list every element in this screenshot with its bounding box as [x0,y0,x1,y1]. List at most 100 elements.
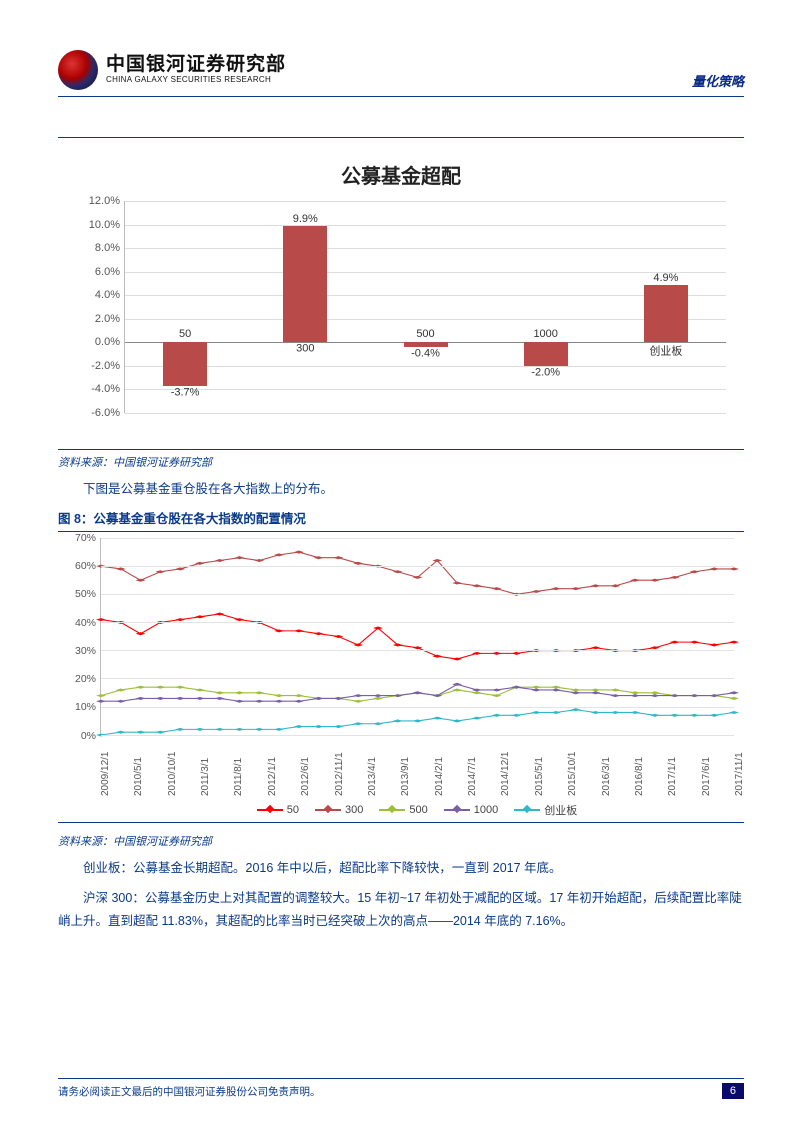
marker [333,725,343,728]
para-csi300: 沪深 300：公募基金历史上对其配置的调整较大。15 年初~17 年初处于减配的… [58,887,744,935]
marker [531,688,541,691]
marker [175,697,185,700]
marker [630,691,640,694]
marker [235,699,245,702]
bar-y-tick: -6.0% [91,407,120,419]
marker [452,719,462,722]
marker [650,714,660,717]
fig8-bottom-rule [58,822,744,823]
bar-y-tick: 2.0% [95,313,120,325]
marker [571,691,581,694]
marker [670,694,680,697]
marker [393,719,403,722]
bar-gridline [125,366,726,367]
bar-y-tick: 12.0% [89,195,120,207]
chart1-title: 公募基金超配 [58,160,744,189]
line-y-axis: 0%10%20%30%40%50%60%70% [62,538,100,736]
bar-gridline [125,248,726,249]
marker [235,728,245,731]
marker [294,725,304,728]
marker [235,691,245,694]
marker [630,694,640,697]
header-category: 量化策略 [692,71,744,90]
bar [404,342,448,347]
marker [195,615,205,618]
marker [709,694,719,697]
marker [353,699,363,702]
bar-y-tick: 6.0% [95,266,120,278]
marker [373,722,383,725]
logo-block: 中国银河证券研究部 CHINA GALAXY SECURITIES RESEAR… [58,50,286,90]
marker [136,632,146,635]
legend-item: 300 [315,802,363,818]
marker [215,728,225,731]
bar-y-tick: 4.0% [95,289,120,301]
marker [195,688,205,691]
bar-y-tick: -4.0% [91,383,120,395]
fig8-rule [58,531,744,532]
marker [254,691,264,694]
marker [195,728,205,731]
chart1-top-rule [58,137,744,138]
marker [591,688,601,691]
marker [729,711,739,714]
footer-disclaimer: 请务必阅读正文最后的中国银河证券股份公司免责声明。 [58,1084,321,1099]
marker [195,697,205,700]
para-chiNext: 创业板：公募基金长期超配。2016 年中以后，超配比率下降较快，一直到 2017… [58,857,744,881]
chart1-source: 资料来源：中国银河证券研究部 [58,449,744,470]
line-gridline [101,594,734,595]
line-y-tick: 30% [75,645,96,657]
fig8-caption: 图 8：公募基金重仓股在各大指数的配置情况 [58,508,744,527]
marker [531,590,541,593]
line-y-tick: 10% [75,701,96,713]
line-y-tick: 70% [75,532,96,544]
line-y-tick: 20% [75,673,96,685]
bar-gridline [125,201,726,202]
bar-value-label: 4.9% [644,271,688,283]
marker [571,688,581,691]
series-50 [101,614,734,659]
bar-gridline [125,225,726,226]
bar-value-label: -0.4% [404,348,448,360]
line-series-svg [101,538,734,735]
marker [551,711,561,714]
marker [729,691,739,694]
marker [314,697,324,700]
marker [294,699,304,702]
marker [175,685,185,688]
marker [235,556,245,559]
bar-gridline [125,413,726,414]
page-header: 中国银河证券研究部 CHINA GALAXY SECURITIES RESEAR… [58,50,744,90]
bar-gridline [125,319,726,320]
bar-y-axis: -6.0%-4.0%-2.0%0.0%2.0%4.0%6.0%8.0%10.0%… [76,201,124,413]
line-y-tick: 40% [75,617,96,629]
series-300 [101,552,734,594]
bar-value-label: -2.0% [524,366,568,378]
header-rule [58,96,744,97]
marker [116,730,126,733]
marker [591,711,601,714]
legend-label: 50 [287,804,299,816]
legend-item: 500 [379,802,427,818]
marker [136,685,146,688]
marker [610,711,620,714]
line-gridline [101,650,734,651]
marker [551,688,561,691]
marker [472,584,482,587]
marker [116,699,126,702]
marker [650,578,660,581]
line-y-tick: 60% [75,560,96,572]
marker [729,640,739,643]
marker [571,587,581,590]
bar-value-label: -3.7% [163,386,207,398]
marker [690,714,700,717]
bar-category-label: 300 [283,343,327,355]
marker [215,559,225,562]
footer-page-number: 6 [722,1083,744,1099]
marker [413,719,423,722]
legend-label: 300 [345,804,363,816]
legend-item: 1000 [444,802,498,818]
bar-value-label: 9.9% [283,213,327,225]
marker [294,694,304,697]
marker [709,714,719,717]
